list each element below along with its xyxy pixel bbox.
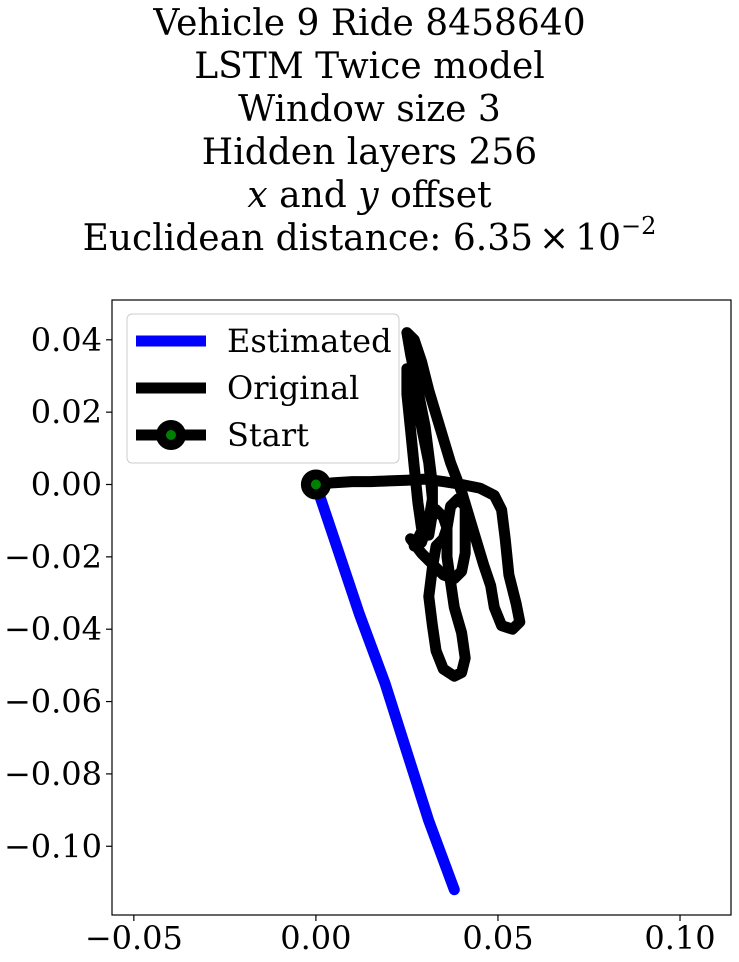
series-line-estimated [310,479,460,896]
start-marker [300,469,331,500]
axes-frame [111,299,732,916]
legend-label-estimated: Estimated [227,322,392,360]
x-tick-label: 0.05 [462,919,533,957]
title-distance-exp: −2 [621,212,657,240]
legend: Estimated Original Start [126,313,400,464]
title-distance-base: 10 [575,218,622,259]
title-and: and [267,175,359,216]
y-tick-label: −0.08 [4,755,102,793]
y-tick-label: −0.02 [4,538,102,576]
y-tick-label: 0.00 [31,466,102,504]
title-x-var: x [247,175,268,216]
title-line-model: LSTM Twice model [194,46,545,87]
title-line-distance: Euclidean distance: 6.35 × 10−2 [0,214,739,259]
title-times: × [539,218,570,259]
chart-title: Vehicle 9 Ride 8458640 LSTM Twice model … [0,0,739,270]
y-tick-label: −0.06 [4,683,102,721]
ticks-layer: −0.05 0.00 0.05 0.10 0.04 0.02 0.00 −0.02 −0.04 −… [4,321,716,957]
title-offset-word: offset [378,175,492,216]
legend-label-original: Original [227,369,359,407]
y-tick-label: 0.04 [31,321,102,359]
title-distance-label: Euclidean distance: 6.35 [82,218,534,259]
y-tick-label: 0.02 [31,393,102,431]
legend-start-marker [156,420,186,450]
legend-label-start: Start [227,416,309,454]
title-line-hidden: Hidden layers 256 [201,132,538,173]
title-line-window: Window size 3 [238,89,501,130]
x-tick-label: −0.05 [85,919,183,957]
y-tick-label: −0.04 [4,610,102,648]
title-line-offset: x and y offset [0,176,739,216]
x-tick-label: 0.10 [644,919,715,957]
x-tick-label: 0.00 [280,919,351,957]
title-y-var: y [358,175,379,216]
y-tick-label: −0.10 [4,827,102,865]
series-line-original [310,327,526,682]
series-layer [300,327,526,896]
title-line-vehicle: Vehicle 9 Ride 8458640 [153,3,586,44]
legend-box [126,313,400,464]
